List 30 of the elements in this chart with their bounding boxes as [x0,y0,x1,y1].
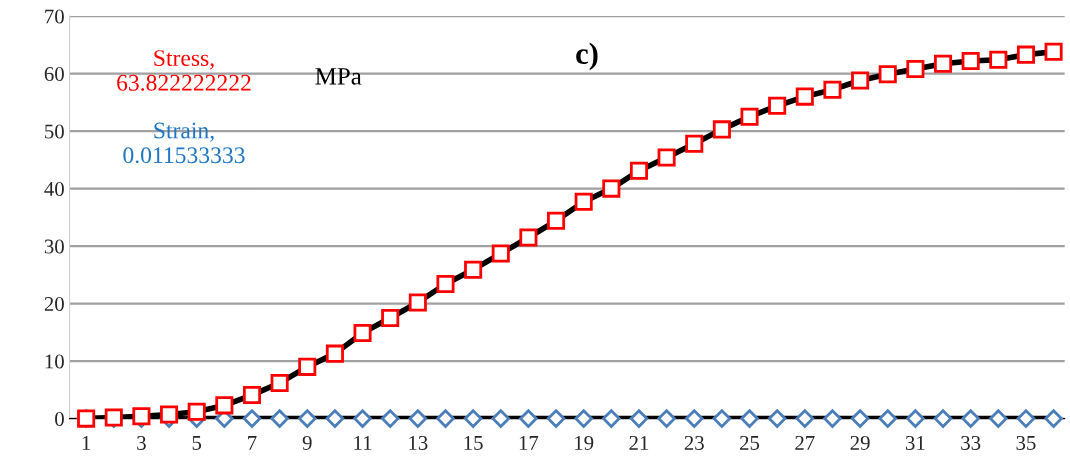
y-tick-label: 60 [44,66,64,82]
x-tick-label: 13 [409,435,428,450]
x-tick-label: 3 [137,435,146,450]
x-tick-label: 35 [1016,435,1036,450]
y-tick-label: 70 [45,9,64,24]
annotation: c) [576,42,598,71]
x-tick-label: 11 [354,435,372,450]
x-tick-label: 29 [850,435,870,450]
y-tick-label: 0 [55,411,64,427]
x-tick-label: 21 [629,435,649,450]
y-tick-label: 10 [45,354,64,369]
x-tick-label: 9 [302,435,312,450]
x-tick-label: 19 [575,435,594,450]
x-tick-label: 23 [684,435,704,450]
y-tick-label: 40 [44,181,64,197]
y-tick-label: 50 [45,124,64,139]
x-tick-label: 17 [519,435,539,450]
x-tick-label: 27 [795,435,815,450]
annotation: MPa [315,68,362,85]
x-tick-label: 1 [82,435,91,450]
x-tick-label: 15 [464,435,483,450]
x-tick-label: 7 [248,436,257,450]
annotation: Strain, 0.011533333 [123,122,245,164]
x-tick-label: 25 [740,435,760,450]
x-tick-label: 31 [905,435,925,450]
x-tick-label: 33 [961,435,981,450]
annotation: Stress, 63.822222222 [117,50,251,91]
y-tick-label: 30 [44,239,64,254]
y-tick-label: 20 [44,296,64,312]
x-tick-label: 5 [192,436,202,450]
